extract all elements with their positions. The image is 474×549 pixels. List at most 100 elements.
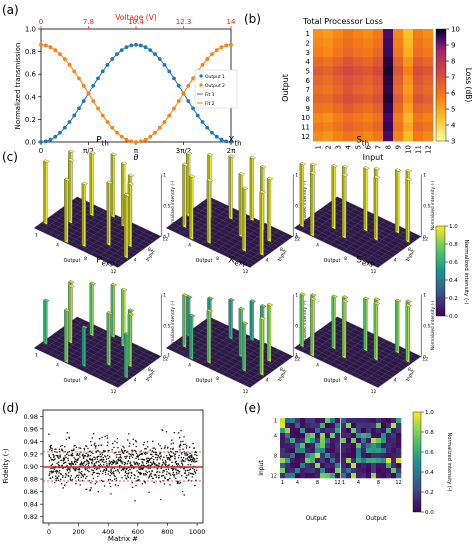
bar3d-bar-top (373, 301, 381, 306)
intensity-cell (310, 448, 316, 454)
intensity-matrix-2 (341, 418, 402, 479)
loss-cell (373, 38, 384, 48)
intensity-cell (300, 423, 306, 429)
intensity-cell (361, 423, 367, 429)
fidelity-point (156, 457, 159, 459)
colorbar-e-tick-label: 0.0 (425, 510, 434, 516)
fidelity-point (106, 444, 109, 447)
matrix-output-tick: 4 (357, 480, 360, 486)
fidelity-point (116, 462, 119, 465)
fidelity-point (85, 452, 87, 454)
loss-cell (313, 29, 324, 39)
fidelity-point (140, 450, 142, 452)
intensity-cell (371, 438, 377, 444)
fidelity-point (80, 476, 82, 479)
fidelity-point (120, 457, 122, 459)
intensity-cell (361, 463, 367, 469)
bar3d-bar (110, 152, 118, 219)
loss-cell (333, 113, 344, 123)
loss-cell (393, 131, 404, 142)
fidelity-point (105, 460, 107, 463)
loss-cell (343, 113, 354, 123)
intensity-cell (381, 463, 387, 469)
loss-cell (423, 94, 434, 104)
fidelity-point (101, 472, 104, 475)
fidelity-point (140, 472, 143, 475)
output1-point (219, 137, 224, 142)
intensity-cell (285, 433, 291, 439)
loss-cell (373, 47, 384, 58)
bar3d-z-label: Normalized intensity (-) (170, 180, 175, 230)
intensity-cell (351, 423, 357, 429)
matrix-output-tick: 8 (377, 480, 380, 486)
loss-cell (423, 75, 434, 86)
bar3d-bar-side (89, 281, 92, 335)
intensity-cell (351, 443, 357, 449)
fidelity-point (93, 462, 96, 465)
bar3d-bar-side (106, 311, 109, 365)
loss-cell (323, 94, 334, 104)
fidelity-point (68, 454, 70, 456)
output2-point (53, 48, 58, 53)
fidelity-point (48, 433, 50, 435)
intensity-cell (280, 448, 286, 454)
loss-col-label: 10 (405, 145, 413, 154)
intensity-cell (376, 423, 382, 429)
fidelity-point (75, 482, 77, 485)
fidelity-point (117, 446, 119, 449)
fidelity-point (78, 453, 81, 455)
fidelity-point (100, 444, 102, 446)
fidelity-point (48, 454, 50, 456)
bar3d-bar-top (241, 186, 249, 191)
loss-cell (363, 94, 374, 104)
fidelity-point (146, 457, 148, 459)
colorbar-c-tick-label: 0.4 (449, 278, 458, 284)
fidelity-point (142, 444, 145, 446)
bar3d-input-tick: 4 (266, 378, 269, 384)
fidelity-point (158, 462, 161, 465)
fidelity-point (161, 474, 163, 477)
intensity-cell (356, 458, 362, 464)
intensity-cell (335, 443, 341, 449)
output2-point (43, 43, 48, 48)
fidelity-point (187, 469, 189, 472)
bar3d-bar (395, 168, 402, 234)
loss-row-label: 12 (301, 133, 310, 141)
bar3d-bar (331, 294, 338, 350)
intensity-cell (391, 458, 397, 464)
fidelity-point (59, 456, 62, 458)
bar3d-bar (299, 161, 307, 228)
colorbar-c-tick-label: 1.0 (449, 224, 458, 230)
fidelity-point (110, 460, 113, 463)
panel-label-a: (a) (2, 3, 19, 17)
fidelity-point (58, 471, 60, 474)
fidelity-point (67, 457, 69, 460)
fidelity-point (160, 455, 162, 457)
output2-point (176, 99, 181, 103)
loss-cell (313, 94, 324, 104)
fidelity-point (64, 446, 66, 448)
bar3d-floor-grid (110, 352, 155, 385)
fidelity-point (182, 456, 185, 459)
intensity-cell (376, 458, 382, 464)
output1-point (119, 48, 124, 53)
fidelity-point (93, 467, 96, 470)
intensity-cell (396, 433, 402, 439)
matrix-input-tick: 12 (271, 474, 277, 480)
loss-col-label: 3 (335, 145, 343, 149)
output2-point (86, 91, 91, 96)
loss-cell (333, 103, 344, 114)
loss-cell (353, 38, 364, 48)
bar3d-bar-side (267, 176, 270, 241)
fidelity-point (156, 463, 158, 466)
fidelity-point (76, 474, 79, 477)
loss-cell (403, 57, 414, 67)
fidelity-point (135, 484, 137, 487)
fidelity-point (60, 483, 63, 485)
intensity-cell (295, 443, 301, 449)
fidelity-point (126, 462, 129, 465)
fidelity-point (95, 445, 97, 447)
fidelity-point (172, 471, 175, 474)
